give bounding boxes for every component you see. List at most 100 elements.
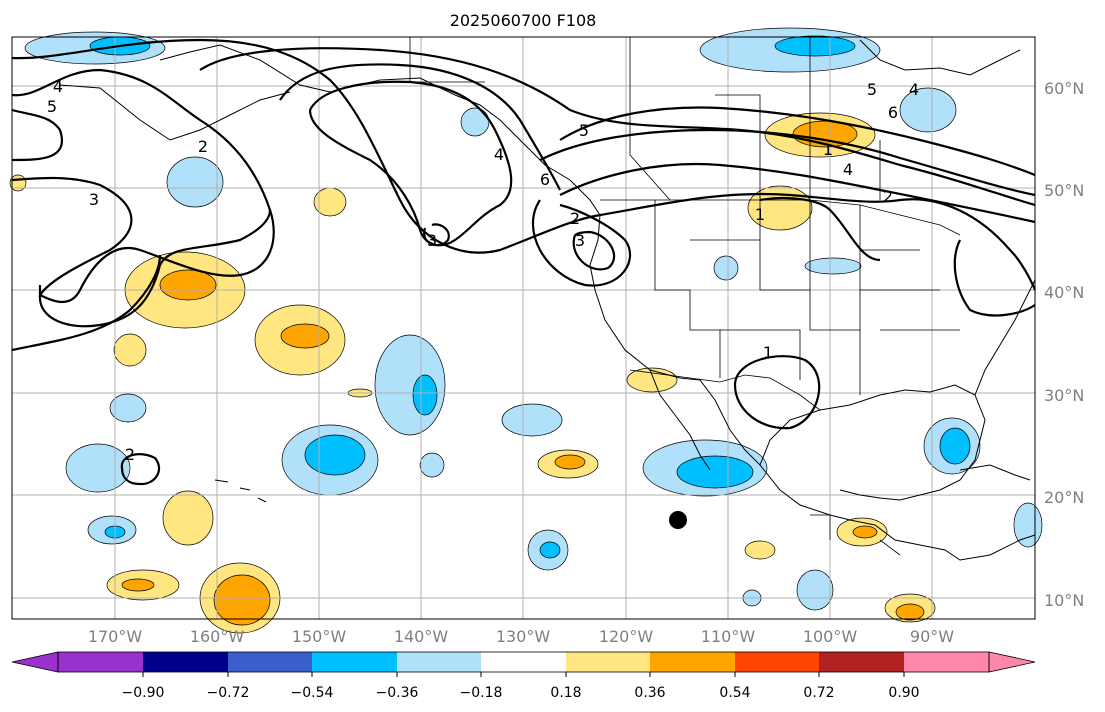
anomaly-region bbox=[852, 525, 878, 539]
anomaly-region bbox=[747, 185, 813, 231]
coastline-atlantic bbox=[974, 279, 1036, 396]
lat-label: 20°N bbox=[1044, 488, 1084, 507]
anomaly-region bbox=[109, 393, 147, 423]
anomaly-region bbox=[554, 454, 586, 470]
anomaly-region bbox=[899, 87, 957, 133]
colorbar-segment bbox=[904, 652, 989, 672]
colorbar-segment bbox=[143, 652, 228, 672]
anomaly-region bbox=[419, 452, 445, 478]
colorbar-segment bbox=[228, 652, 312, 672]
border-state bbox=[720, 249, 960, 380]
contour-label: 4 bbox=[843, 160, 853, 179]
contour-label: 1 bbox=[823, 140, 833, 159]
lat-label: 60°N bbox=[1044, 79, 1084, 98]
contour-label: 4 bbox=[53, 77, 63, 96]
contour-line bbox=[11, 68, 275, 303]
longitude-labels: 170°W 160°W 150°W 140°W 130°W 120°W 110°… bbox=[88, 627, 954, 646]
latitude-labels: 60°N 50°N 40°N 30°N 20°N 10°N bbox=[1044, 79, 1084, 610]
colorbar-segment bbox=[312, 652, 397, 672]
colorbar: −0.90 −0.72 −0.54 −0.36 −0.18 0.18 0.36 … bbox=[11, 651, 1036, 701]
colorbar-segment bbox=[735, 652, 819, 672]
anomaly-region bbox=[676, 455, 754, 489]
colorbar-segment bbox=[819, 652, 904, 672]
border-province bbox=[629, 37, 881, 201]
colorbar-label: −0.18 bbox=[460, 685, 503, 701]
anomaly-region bbox=[796, 569, 834, 611]
contour-label: 3 bbox=[89, 190, 99, 209]
colorbar-label: 0.90 bbox=[888, 685, 919, 701]
colorbar-label: −0.54 bbox=[291, 685, 334, 701]
contour-line bbox=[539, 128, 1036, 197]
lat-label: 10°N bbox=[1044, 591, 1084, 610]
anomaly-region bbox=[539, 541, 561, 559]
colorbar-label: 0.36 bbox=[634, 685, 665, 701]
contour-line bbox=[733, 355, 821, 430]
coastline-alaska bbox=[159, 44, 1036, 561]
anomaly-region bbox=[121, 578, 155, 592]
coastline-hawaii bbox=[214, 479, 267, 503]
contour-label: 6 bbox=[888, 103, 898, 122]
lon-label: 150°W bbox=[292, 627, 347, 646]
colorbar-segment bbox=[397, 652, 481, 672]
contour-line bbox=[11, 108, 63, 162]
contour-label: 1 bbox=[755, 205, 765, 224]
contour-labels: 4 5 3 2 5 4 6 2 1 2 3 3 4 4 6 5 2 1 1 bbox=[47, 77, 919, 464]
contour-label: 2 bbox=[570, 209, 580, 228]
anomaly-region bbox=[713, 255, 739, 281]
colorbar-label: −0.90 bbox=[122, 685, 165, 701]
contour-line bbox=[953, 239, 1036, 317]
anomaly-region bbox=[166, 156, 224, 208]
colorbar-segments bbox=[58, 652, 989, 672]
lon-label: 120°W bbox=[599, 627, 654, 646]
lon-label: 160°W bbox=[190, 627, 245, 646]
anomaly-region bbox=[460, 107, 490, 137]
colorbar-segment bbox=[58, 652, 143, 672]
coastline-cuba bbox=[959, 464, 1031, 481]
contour-line bbox=[572, 230, 616, 271]
colorbar-label: −0.36 bbox=[376, 685, 419, 701]
colorbar-extend-high bbox=[988, 651, 1036, 673]
border-state bbox=[654, 200, 721, 378]
border-state bbox=[759, 200, 861, 395]
contour-label: 2 bbox=[125, 445, 135, 464]
contours bbox=[11, 38, 1037, 486]
colorbar-label: 0.54 bbox=[719, 685, 750, 701]
chart-title: 2025060700 F108 bbox=[450, 11, 597, 30]
border-mexico bbox=[810, 514, 901, 556]
anomaly-region bbox=[113, 333, 147, 367]
anomaly-region bbox=[159, 269, 217, 301]
colorbar-label: 0.72 bbox=[803, 685, 834, 701]
anomaly-region bbox=[304, 434, 366, 476]
contour-label: 5 bbox=[867, 80, 877, 99]
contour-line bbox=[11, 38, 1037, 291]
colorbar-labels: −0.90 −0.72 −0.54 −0.36 −0.18 0.18 0.36 … bbox=[122, 685, 920, 701]
contour-line bbox=[308, 80, 513, 247]
border-state bbox=[690, 239, 860, 331]
contour-line bbox=[279, 63, 561, 191]
coastline-aleutians bbox=[59, 84, 291, 141]
anomaly-region bbox=[213, 574, 271, 626]
lat-label: 40°N bbox=[1044, 283, 1084, 302]
contour-line bbox=[531, 199, 632, 287]
colorbar-ticks bbox=[142, 672, 905, 677]
contour-label: 1 bbox=[763, 343, 773, 362]
contour-line bbox=[423, 223, 450, 247]
anomaly-fills bbox=[9, 27, 1043, 634]
colorbar-frame bbox=[57, 651, 990, 673]
contour-label: 6 bbox=[540, 170, 550, 189]
anomaly-region bbox=[744, 540, 776, 560]
lat-label: 50°N bbox=[1044, 181, 1084, 200]
colorbar-segment bbox=[650, 652, 735, 672]
colorbar-segment bbox=[481, 652, 566, 672]
contour-line bbox=[559, 162, 1036, 224]
colorbar-segment bbox=[566, 652, 650, 672]
lon-label: 100°W bbox=[803, 627, 858, 646]
anomaly-region bbox=[804, 257, 862, 275]
contour-label: 5 bbox=[579, 121, 589, 140]
anomaly-region bbox=[65, 443, 131, 493]
contour-label: 5 bbox=[47, 97, 57, 116]
coastline-baja bbox=[649, 369, 711, 471]
contour-line bbox=[11, 176, 272, 328]
anomaly-region bbox=[626, 367, 678, 393]
